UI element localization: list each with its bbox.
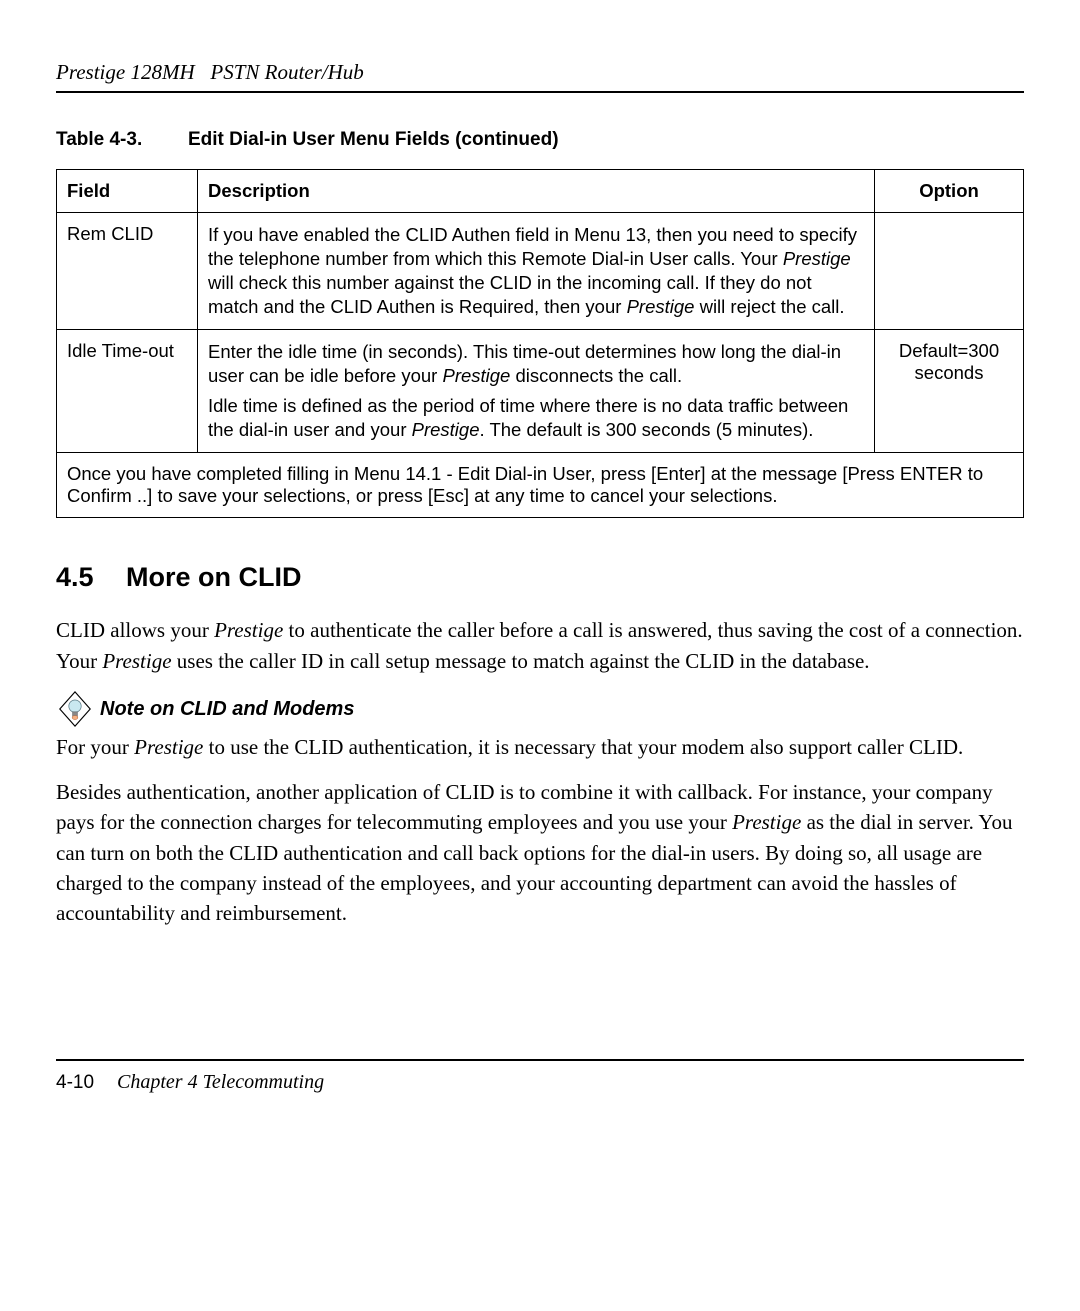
table-caption: Table 4-3.Edit Dial-in User Menu Fields … bbox=[56, 129, 1024, 151]
cell-field: Rem CLID bbox=[57, 213, 198, 330]
footer-line: 4-10 Chapter 4 Telecommuting bbox=[56, 1071, 1024, 1094]
th-option: Option bbox=[875, 170, 1024, 213]
body-paragraph: Besides authentication, another applicat… bbox=[56, 777, 1024, 929]
table-caption-number: Table 4-3. bbox=[56, 129, 188, 151]
note-row: Note on CLID and Modems bbox=[56, 690, 1024, 728]
desc-paragraph: Idle time is defined as the period of ti… bbox=[208, 394, 864, 442]
cell-description: If you have enabled the CLID Authen fiel… bbox=[198, 213, 875, 330]
page-number: 4-10 bbox=[56, 1072, 94, 1093]
document-page: Prestige 128MH PSTN Router/Hub Table 4-3… bbox=[0, 0, 1080, 1134]
footer-chapter-label: Chapter 4 bbox=[117, 1071, 198, 1093]
footer-rule bbox=[56, 1059, 1024, 1061]
running-header: Prestige 128MH PSTN Router/Hub bbox=[56, 60, 1024, 85]
lightbulb-icon bbox=[56, 690, 100, 728]
fields-table: Field Description Option Rem CLID If you… bbox=[56, 169, 1024, 518]
table-footer-row: Once you have completed filling in Menu … bbox=[57, 453, 1024, 518]
section-number: 4.5 bbox=[56, 562, 126, 593]
note-title: Note on CLID and Modems bbox=[100, 698, 354, 721]
cell-option bbox=[875, 213, 1024, 330]
table-caption-title: Edit Dial-in User Menu Fields (continued… bbox=[188, 129, 559, 150]
footer-chapter-title: Telecommuting bbox=[203, 1071, 324, 1093]
cell-description: Enter the idle time (in seconds). This t… bbox=[198, 330, 875, 453]
section-heading: 4.5More on CLID bbox=[56, 562, 1024, 593]
cell-option: Default=300 seconds bbox=[875, 330, 1024, 453]
header-rule bbox=[56, 91, 1024, 93]
section-title: More on CLID bbox=[126, 562, 302, 592]
header-prefix: Prestige 128MH bbox=[56, 60, 195, 84]
header-suffix: PSTN Router/Hub bbox=[210, 60, 363, 84]
th-field: Field bbox=[57, 170, 198, 213]
cell-field: Idle Time-out bbox=[57, 330, 198, 453]
th-description: Description bbox=[198, 170, 875, 213]
table-footer-cell: Once you have completed filling in Menu … bbox=[57, 453, 1024, 518]
table-row: Rem CLID If you have enabled the CLID Au… bbox=[57, 213, 1024, 330]
body-paragraph: CLID allows your Prestige to authenticat… bbox=[56, 615, 1024, 676]
desc-paragraph: If you have enabled the CLID Authen fiel… bbox=[208, 223, 864, 319]
desc-paragraph: Enter the idle time (in seconds). This t… bbox=[208, 340, 864, 388]
footer-chapter: Chapter 4 Telecommuting bbox=[117, 1071, 324, 1093]
body-paragraph: For your Prestige to use the CLID authen… bbox=[56, 732, 1024, 762]
table-header-row: Field Description Option bbox=[57, 170, 1024, 213]
table-row: Idle Time-out Enter the idle time (in se… bbox=[57, 330, 1024, 453]
